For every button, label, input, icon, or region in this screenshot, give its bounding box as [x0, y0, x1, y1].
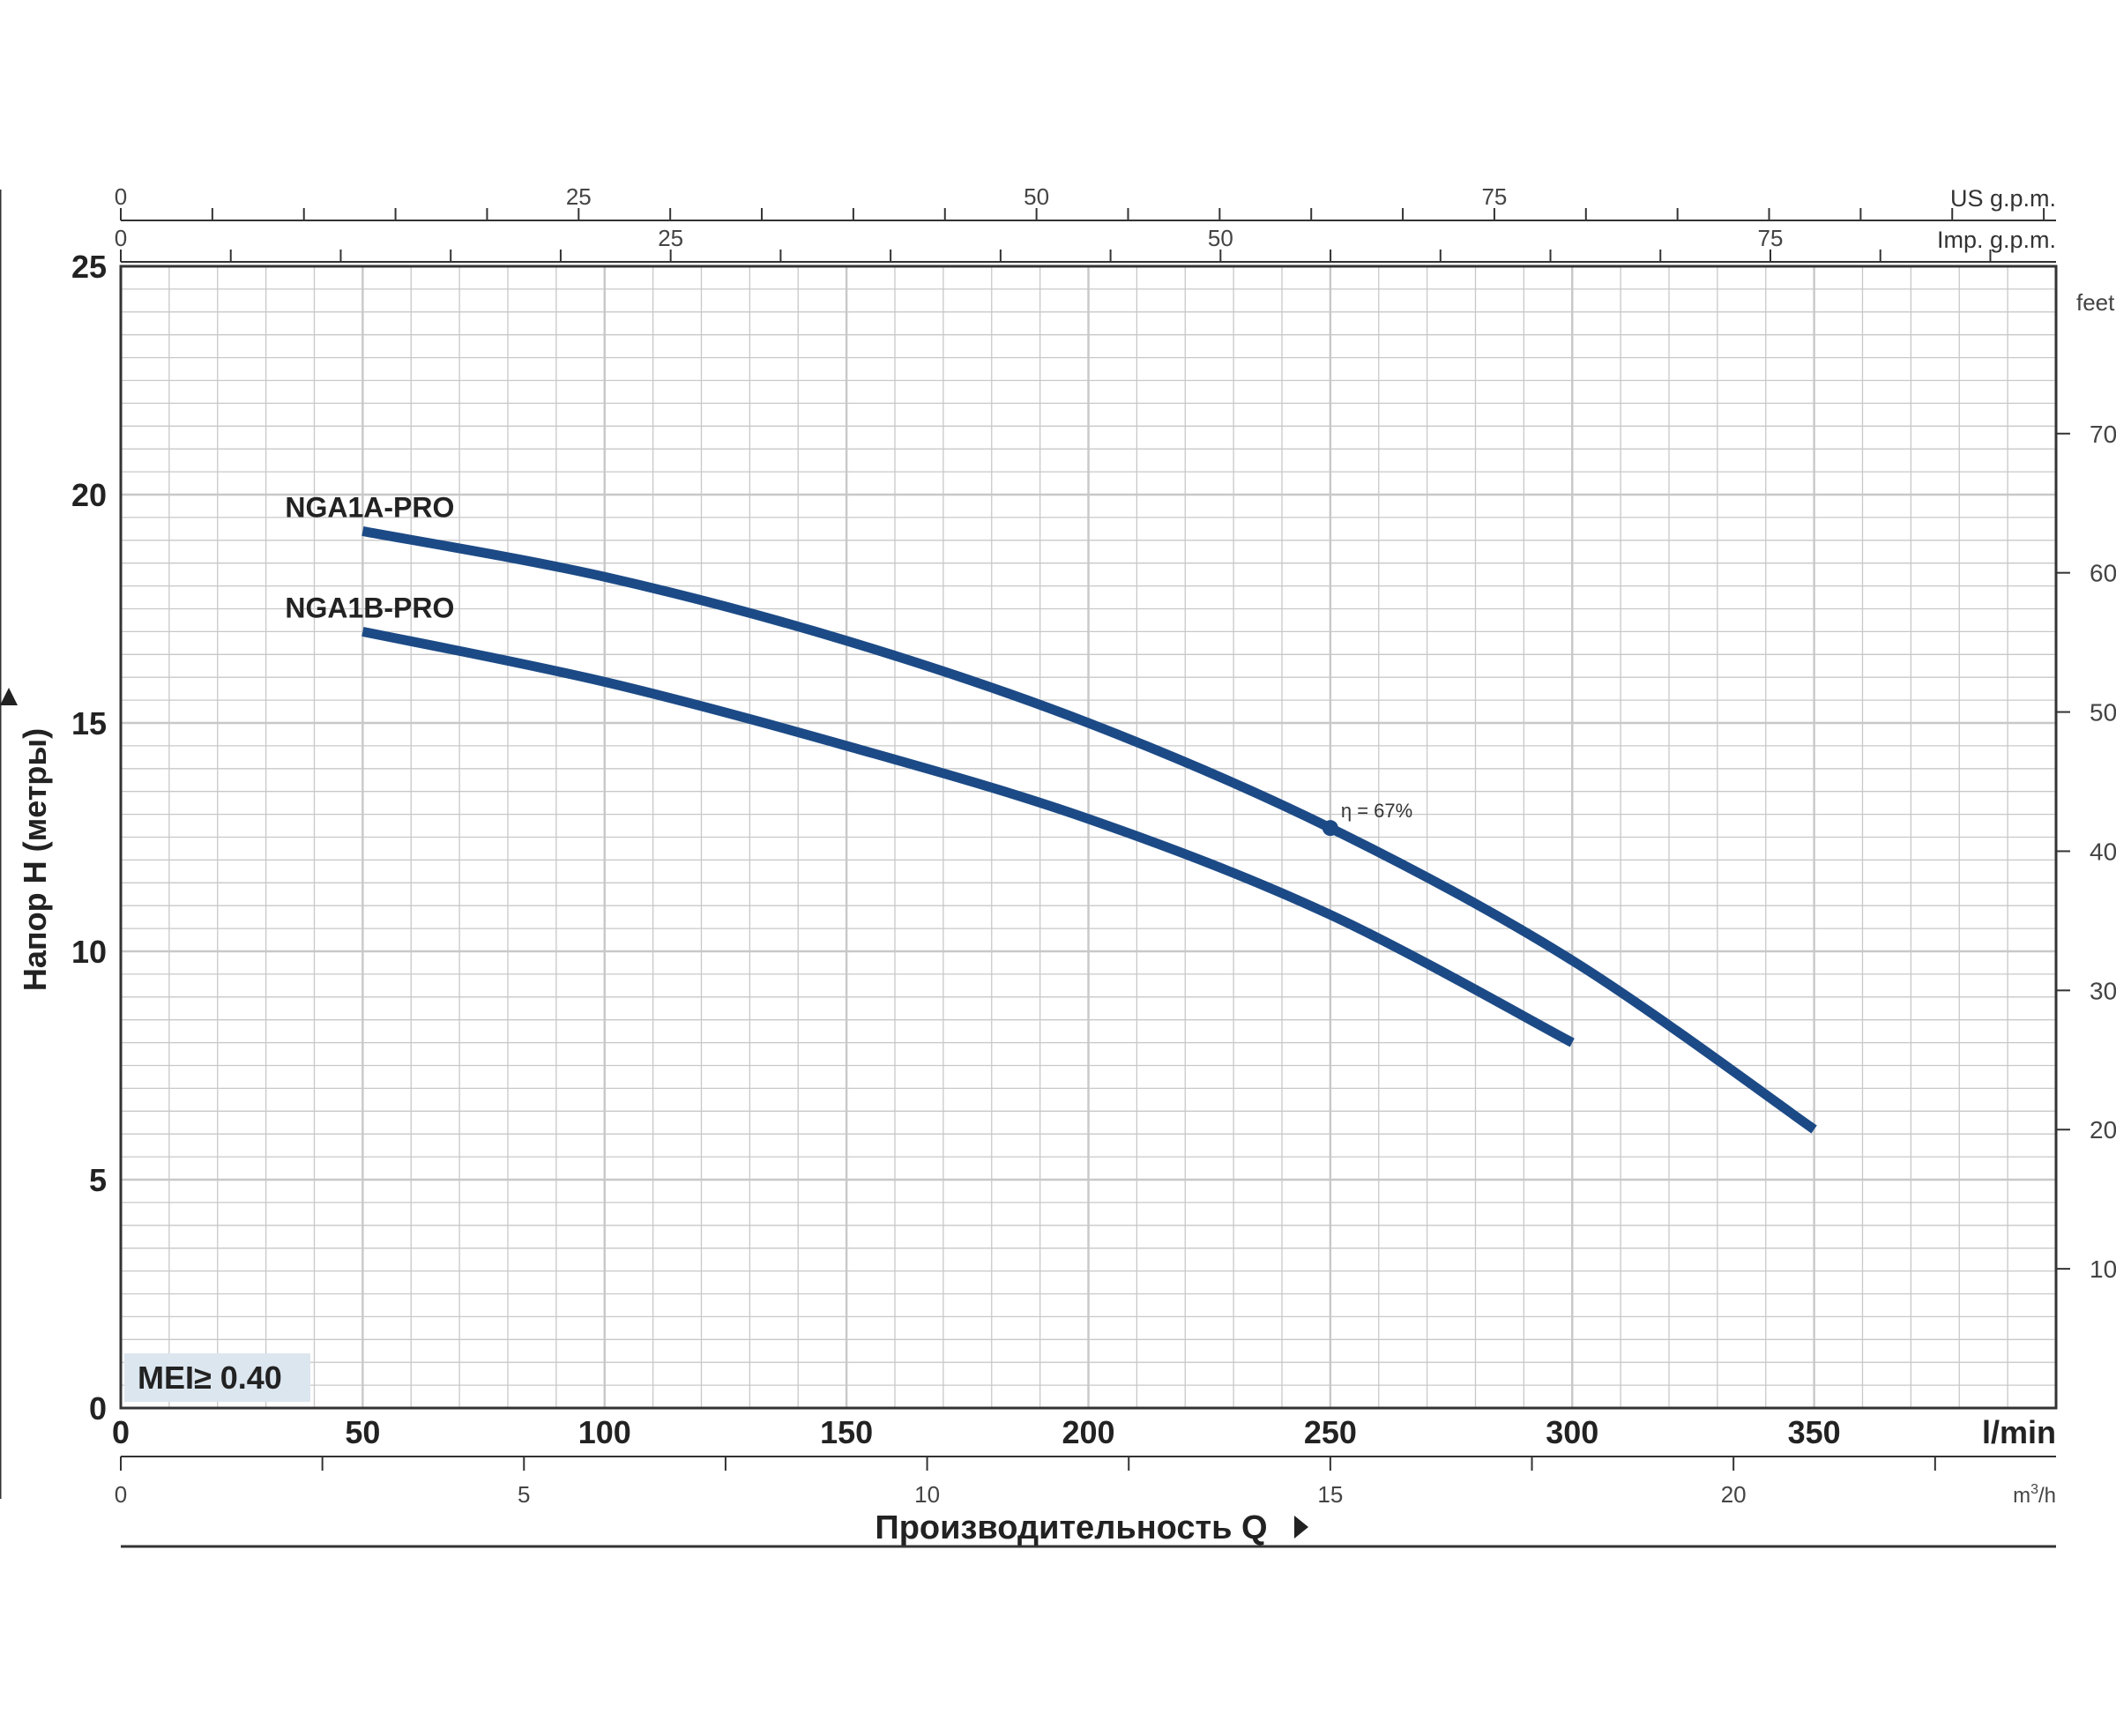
feet-tick-label: 70 — [2090, 421, 2116, 448]
us_gpm-tick-label: 0 — [115, 183, 127, 210]
feet-tick-label: 40 — [2090, 838, 2116, 865]
y-tick-label: 25 — [71, 249, 107, 285]
y-axis-title: Напор Н (метры) — [17, 728, 53, 991]
y-tick-label: 15 — [71, 705, 107, 741]
m3h-tick-label: 10 — [914, 1481, 940, 1508]
m3h-unit-tail: /h — [2038, 1484, 2056, 1508]
feet-tick-label: 20 — [2090, 1116, 2116, 1144]
x-axis-arrow — [1294, 1516, 1308, 1539]
feet-axis: feet 10 20 30 40 50 60 70 — [2056, 289, 2116, 1283]
us_gpm-tick-label: 25 — [566, 183, 592, 210]
x-tick-label: 0 — [112, 1414, 130, 1450]
m3h-tick-label: 15 — [1317, 1481, 1343, 1508]
y-tick-label: 10 — [71, 934, 107, 970]
m3h-unit-main: m — [2013, 1484, 2030, 1508]
feet-tick-label: 10 — [2090, 1255, 2116, 1283]
imp_gpm-tick-label: 0 — [115, 225, 127, 251]
series-label: NGA1B-PRO — [285, 592, 454, 623]
m3h-unit-label: m3/h — [2013, 1482, 2056, 1508]
series-curve-nga1a-pro — [361, 526, 1817, 1134]
x-tick-label: 200 — [1062, 1414, 1114, 1450]
m3h-unit-sup: 3 — [2030, 1482, 2038, 1497]
series-labels: NGA1A-PRO NGA1B-PRO — [285, 491, 454, 623]
imp_gpm-tick-label: 50 — [1208, 225, 1233, 251]
imp_gpm-label: Imp. g.p.m. — [1937, 227, 2056, 253]
x-tick-label: 350 — [1788, 1414, 1841, 1450]
x-tick-label: 50 — [345, 1414, 380, 1450]
us_gpm-label: US g.p.m. — [1950, 185, 2056, 212]
feet-axis-label: feet — [2076, 289, 2115, 316]
series-curve-nga1b-pro — [361, 627, 1575, 1047]
plot-frame — [119, 264, 2058, 1410]
annotations: η = 67% — [1322, 800, 1412, 837]
feet-tick-label: 50 — [2090, 699, 2116, 726]
y-tick-label: 20 — [71, 477, 107, 513]
x-unit-label: l/min — [1982, 1414, 2056, 1450]
y-tick-label: 5 — [89, 1162, 107, 1198]
feet-tick-label: 60 — [2090, 560, 2116, 587]
y-axis: 0 5 10 15 20 25 Напор Н (метры) — [0, 190, 107, 1499]
us_gpm-tick-label: 50 — [1024, 183, 1049, 210]
m3h-tick-label: 20 — [1721, 1481, 1747, 1508]
plot-border — [119, 264, 2058, 1410]
m3h-tick-label: 5 — [518, 1481, 530, 1508]
m3h-tick-label: 0 — [115, 1481, 127, 1508]
top-flow-axes: 0 25 50 75 US g.p.m. 0 25 50 75 Imp. g.p.m. — [115, 183, 2056, 263]
feet-tick-label: 30 — [2090, 977, 2116, 1004]
efficiency-label: η = 67% — [1341, 800, 1412, 822]
imp_gpm-tick-label: 25 — [658, 225, 683, 251]
x-tick-label: 250 — [1304, 1414, 1357, 1450]
x-tick-label: 100 — [578, 1414, 631, 1450]
x-axes: 0 50 100 150 200 250 300 350 l/min 0 5 10 15 20 m3/h Пр… — [112, 1414, 2056, 1548]
y-tick-label: 0 — [89, 1390, 107, 1427]
x-tick-label: 300 — [1546, 1414, 1598, 1450]
efficiency-point — [1322, 820, 1338, 837]
y-axis-arrow — [0, 688, 18, 705]
imp_gpm-tick-label: 75 — [1758, 225, 1784, 251]
x-axis-title: Производительность Q — [875, 1509, 1267, 1546]
x-tick-label: 150 — [820, 1414, 873, 1450]
series-label: NGA1A-PRO — [285, 491, 454, 523]
mei-badge-text: MEI≥ 0.40 — [138, 1360, 282, 1396]
series-curves — [361, 526, 1817, 1134]
mei-badge: MEI≥ 0.40 — [124, 1353, 310, 1402]
us_gpm-tick-label: 75 — [1481, 183, 1507, 210]
grid-lines — [121, 266, 2058, 1408]
mei-badge-bg — [124, 1353, 310, 1402]
